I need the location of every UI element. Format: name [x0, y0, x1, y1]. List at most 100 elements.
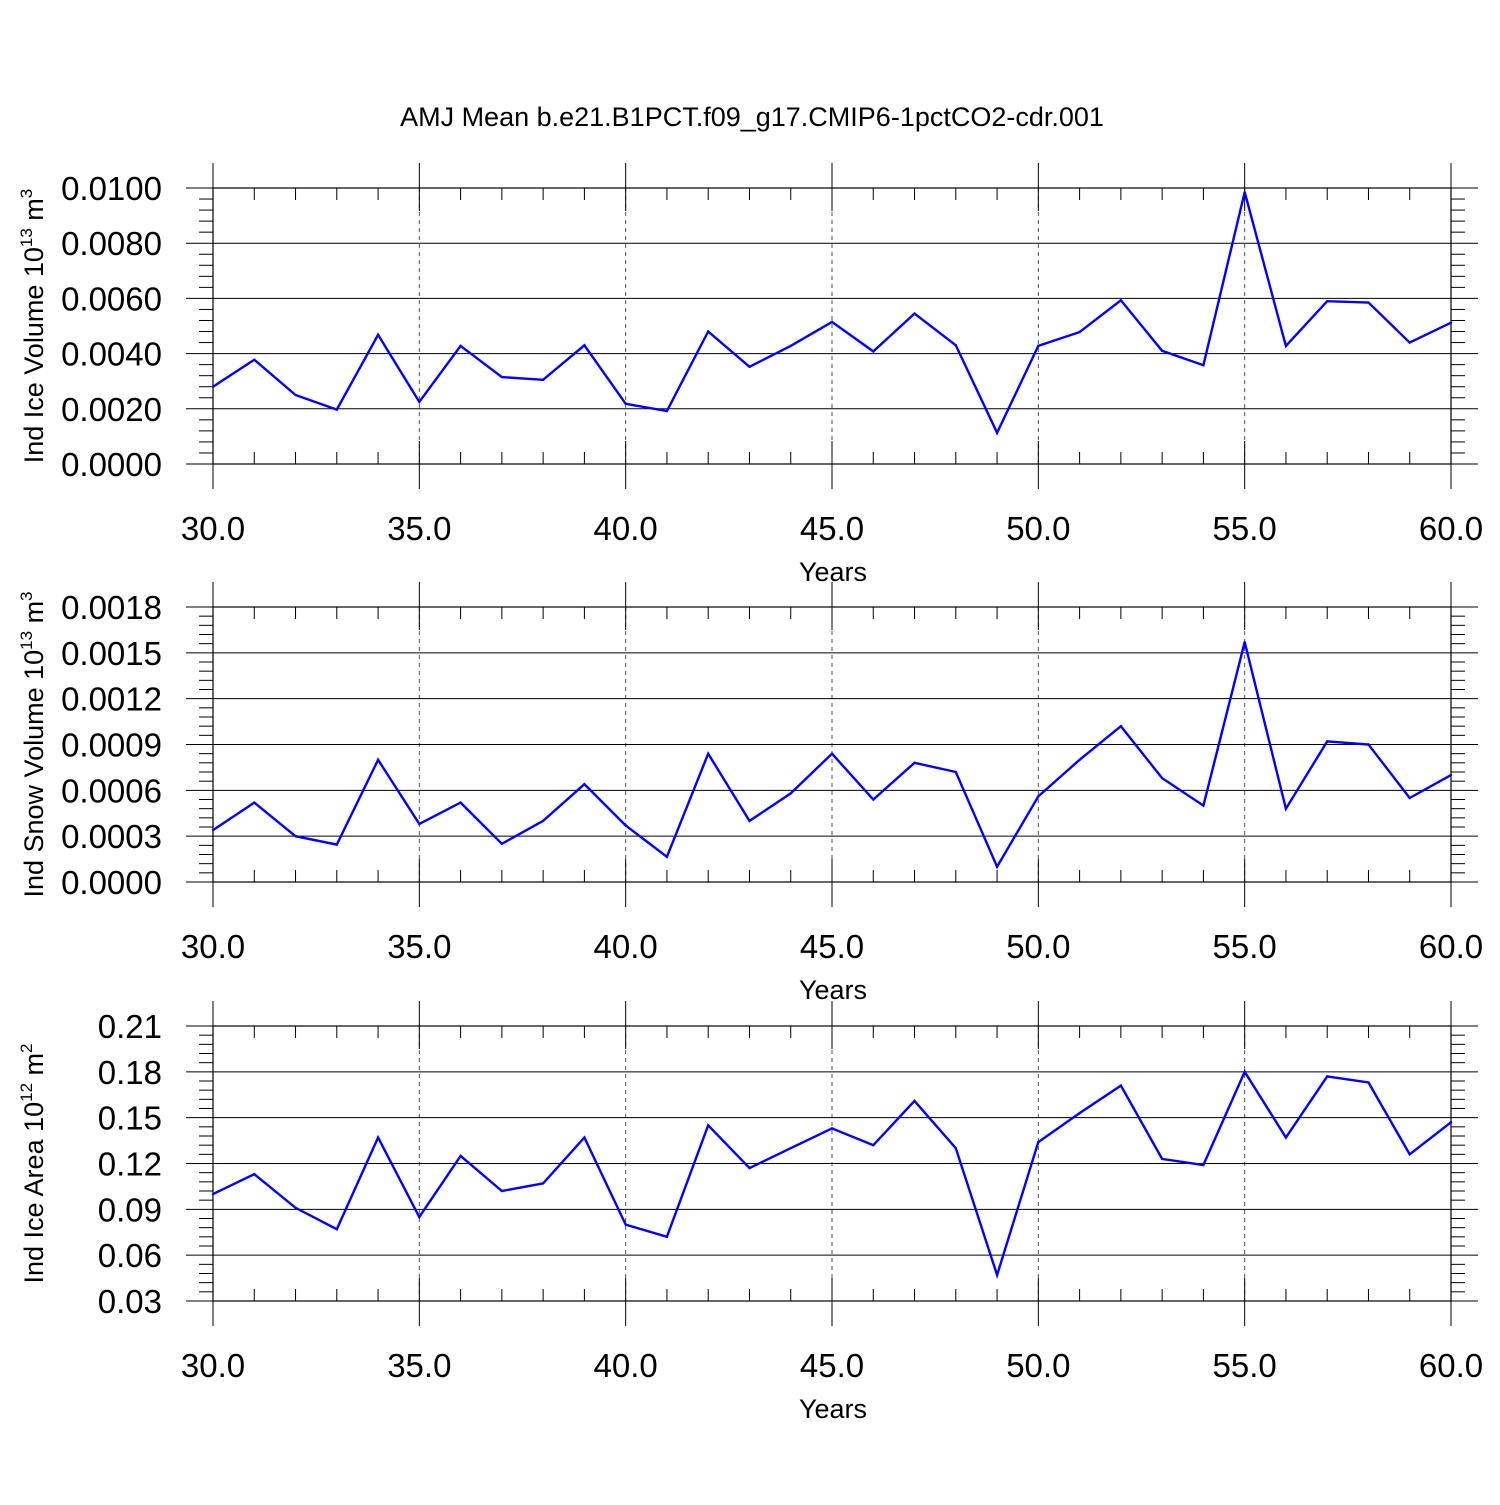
panel-2-x-tick-label: 60.0: [1419, 928, 1483, 965]
panel-3-x-axis-label: Years: [799, 1394, 867, 1424]
panel-2-data-point: [294, 834, 297, 838]
panel-3-data-point: [1078, 1111, 1081, 1115]
panel-1-data-point: [1037, 344, 1040, 348]
panel-3-data-point: [541, 1182, 545, 1185]
panel-2-x-tick-label: 50.0: [1006, 928, 1070, 965]
panel-1-data-point: [954, 344, 957, 347]
panel-2-data-point: [665, 855, 669, 858]
panel-3-plot-frame: [212, 1025, 1452, 1302]
panel-2-x-tick-label: 30.0: [181, 928, 245, 965]
panel-2-data-point: [376, 758, 380, 761]
panel-3-data-point: [294, 1206, 297, 1210]
panel-3-data-point: [253, 1172, 256, 1176]
panel-3-data-point: [1119, 1084, 1123, 1087]
panel-1-y-axis-label: Ind Ice Volume 1013 m3: [17, 189, 49, 464]
panel-2-data-point: [995, 865, 999, 868]
panel-2-data-point: [459, 801, 462, 804]
panel-3-data-point: [954, 1147, 957, 1150]
panel-2-data-point: [748, 819, 751, 823]
panel-2-data-point: [872, 798, 875, 801]
panel-3-data-point: [500, 1189, 504, 1193]
panel-2-y-tick-label: 0.0000: [61, 864, 162, 901]
panel-3-y-tick-label: 0.21: [98, 1008, 162, 1045]
panel-2-data-point: [1326, 740, 1329, 743]
panel-2-data-point: [1037, 795, 1040, 798]
panel-1-data-point: [1367, 301, 1370, 304]
panel-3-data-point: [1367, 1081, 1370, 1084]
panel-2-data-point: [583, 783, 586, 786]
panel-2-data-point: [913, 761, 916, 765]
panel-2-y-axis-label: Ind Snow Volume 1013 m3: [17, 591, 49, 897]
panel-1-data-point: [748, 365, 751, 369]
panel-2-data-point: [1202, 804, 1205, 807]
panel-1-data-point: [211, 385, 215, 388]
panel-1-data-point: [335, 408, 338, 411]
panel-2-data-point: [335, 843, 338, 846]
panel-1-data-point: [459, 344, 462, 348]
panel-3-data-point: [872, 1143, 875, 1147]
panel-1-y-tick-label: 0.0040: [61, 336, 162, 373]
panel-3-x-tick-label: 35.0: [387, 1347, 451, 1384]
panel-3-data-point: [1408, 1153, 1411, 1156]
panel-2-data-point: [830, 752, 834, 755]
panel-3-data-point: [1326, 1075, 1329, 1078]
panel-3-x-tick-label: 60.0: [1419, 1347, 1483, 1384]
panel-1-y-tick-label: 0.0000: [61, 446, 162, 483]
panel-3-y-tick-label: 0.12: [98, 1146, 162, 1183]
panel-3-y-tick-label: 0.09: [98, 1191, 162, 1228]
panel-1-data-point: [789, 344, 792, 348]
panel-1-y-tick-label: 0.0020: [61, 391, 162, 428]
panel-3-data-point: [376, 1136, 380, 1139]
panel-1-data-point: [253, 358, 256, 361]
panel-3-data-point: [830, 1127, 834, 1130]
panel-1-data-point: [872, 350, 875, 353]
panel-3-data-point: [707, 1124, 710, 1127]
panel-1-data-point: [995, 431, 999, 435]
panel-1-data-point: [1284, 344, 1288, 348]
panel-1-data-point: [1243, 190, 1246, 194]
panel-1-x-tick-label: 35.0: [387, 510, 451, 547]
panel-1-data-point: [418, 400, 421, 404]
panel-2-data-point: [789, 792, 792, 795]
panel-2-data-point: [1078, 758, 1081, 761]
chart-panel-2: 0.0000 0.0003 0.0006 0.0009 0.0012 0.0015 0.00…: [17, 582, 1483, 1005]
panel-1-x-tick-label: 45.0: [800, 510, 864, 547]
panel-1-data-point: [1160, 349, 1164, 353]
panel-1-data-point: [913, 312, 916, 315]
panel-2-data-point: [211, 828, 215, 832]
panel-3-x-tick-label: 40.0: [594, 1347, 658, 1384]
panel-1-data-point: [500, 375, 504, 379]
panel-3-data-point: [1160, 1157, 1164, 1161]
panel-1-data-point: [541, 378, 545, 382]
panel-3-data-point: [459, 1154, 462, 1158]
panel-2-data-point: [1367, 743, 1370, 746]
panel-3-data-point: [1037, 1140, 1040, 1144]
panel-2-y-tick-label: 0.0012: [61, 681, 162, 718]
panel-1-data-point: [583, 344, 586, 347]
panel-3-data-point: [1449, 1121, 1453, 1124]
panel-1-data-point: [376, 333, 380, 337]
panel-1-y-tick-label: 0.0060: [61, 280, 162, 317]
panel-3-x-tick-label: 55.0: [1213, 1347, 1277, 1384]
panel-2-data-point: [707, 752, 710, 755]
panel-2-plot-frame: [212, 606, 1452, 883]
panel-3-x-tick-label: 50.0: [1006, 1347, 1070, 1384]
panel-1-x-tick-label: 60.0: [1419, 510, 1483, 547]
panel-2-data-point: [253, 801, 256, 804]
panel-2-data-point: [624, 824, 627, 827]
panel-2-data-point: [1284, 807, 1288, 810]
panel-2-data-point: [500, 842, 504, 846]
panel-3-data-point: [995, 1273, 999, 1277]
panel-2-y-tick-label: 0.0015: [61, 635, 162, 672]
panel-2-data-point: [1243, 640, 1246, 644]
panel-3-data-point: [418, 1215, 421, 1219]
panel-3-data-point: [1202, 1163, 1205, 1167]
panel-1-y-tick-label: 0.0100: [61, 170, 162, 207]
panel-2-data-point: [541, 819, 545, 823]
panel-1-data-point: [1078, 330, 1081, 334]
chart-panel-1: 0.0000 0.0020 0.0040 0.0060 0.0080 0.0100 30.0…: [17, 163, 1483, 587]
panel-3-y-tick-label: 0.15: [98, 1100, 162, 1137]
panel-3-data-point: [665, 1235, 669, 1239]
